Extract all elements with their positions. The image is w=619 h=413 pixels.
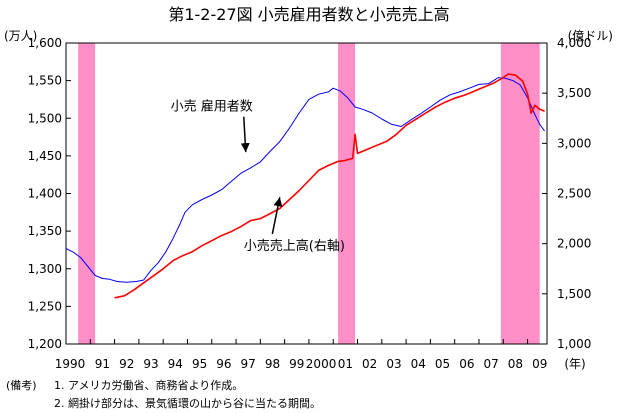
x-axis-unit: (年) [564,357,585,371]
right-tick-label: 3,000 [557,136,591,150]
x-tick-label: 06 [459,357,474,371]
note-line-1: (備考) 1. アメリカ労働省、商務省より作成。 [6,377,243,393]
notes-label: (備考) [6,379,37,392]
x-tick-label: 02 [362,357,377,371]
left-tick-label: 1,250 [28,299,62,313]
left-tick-label: 1,200 [28,337,62,351]
x-tick-label: 95 [192,357,207,371]
left-tick-label: 1,400 [28,187,62,201]
x-tick-label: 94 [168,357,183,371]
annotation-label-1: 小売 雇用者数 [171,99,253,115]
x-tick-label: 92 [119,357,134,371]
note-text-2: 2. 網掛け部分は、景気循環の山から谷に当たる期間。 [54,397,321,410]
note-text-1: 1. アメリカ労働省、商務省より作成。 [54,379,244,392]
x-tick-label: 2000 [306,357,337,371]
recession-band-3 [500,43,540,344]
x-tick-label: 07 [483,357,498,371]
x-tick-label: 99 [289,357,304,371]
x-tick-label: 97 [241,357,256,371]
x-tick-label: 91 [95,357,110,371]
chart-title: 第1-2-27図 小売雇用者数と小売売上高 [168,5,449,24]
x-tick-label: 01 [338,357,353,371]
right-tick-label: 2,500 [557,187,591,201]
x-tick-label: 09 [532,357,547,371]
left-tick-label: 1,550 [28,74,62,88]
annotation-arrow-2 [271,197,283,235]
annotation-label-2: 小売売上高(右軸) [244,238,345,254]
x-tick-label: 96 [216,357,231,371]
right-tick-label: 2,000 [557,237,591,251]
series-line-1 [65,77,546,283]
left-tick-label: 1,600 [28,36,62,50]
x-tick-label: 03 [386,357,401,371]
x-tick-label: 98 [265,357,280,371]
left-axis-unit: (万人) [4,29,37,43]
plot-frame [65,42,548,345]
left-tick-label: 1,300 [28,262,62,276]
recession-band-1 [78,43,96,344]
x-tick-label: 1990 [55,357,86,371]
note-line-2: 2. 網掛け部分は、景気循環の山から谷に当たる期間。 [6,395,321,411]
right-tick-label: 1,000 [557,337,591,351]
right-tick-label: 1,500 [557,287,591,301]
x-tick-label: 05 [435,357,450,371]
left-tick-label: 1,500 [28,111,62,125]
left-tick-label: 1,350 [28,224,62,238]
right-tick-label: 3,500 [557,86,591,100]
right-tick-label: 4,000 [557,36,591,50]
annotation-arrow-1 [240,116,250,153]
x-tick-label: 93 [143,357,158,371]
recession-band-2 [338,43,356,344]
left-tick-label: 1,450 [28,149,62,163]
right-axis-unit: (億ドル) [568,29,613,43]
x-tick-label: 08 [508,357,523,371]
x-tick-label: 04 [411,357,426,371]
series-line-2 [114,73,545,299]
